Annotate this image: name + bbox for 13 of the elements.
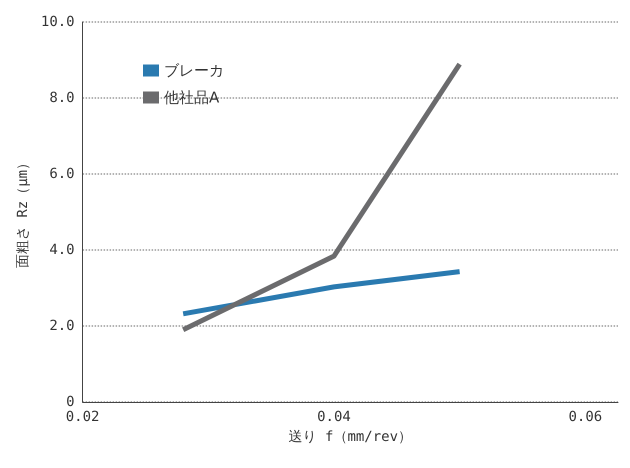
x-tick-label: 0.06 <box>568 409 602 425</box>
y-tick-label: 6.0 <box>49 166 75 182</box>
x-tick-label: 0.04 <box>317 409 351 425</box>
y-tick-label: 8.0 <box>49 90 75 106</box>
x-axis-title: 送り f（mm/rev） <box>288 429 412 445</box>
x-tick-label: 0.02 <box>66 409 100 425</box>
y-tick-label: 2.0 <box>49 318 75 334</box>
y-axis-title: 面粗さ Rz（μm） <box>15 156 31 268</box>
y-tick-label: 0 <box>66 394 75 410</box>
legend-label: 他社品A <box>164 88 220 106</box>
y-tick-label: 10.0 <box>40 14 75 30</box>
y-tick-label: 4.0 <box>49 242 75 258</box>
legend-label: ブレーカ <box>164 62 224 80</box>
